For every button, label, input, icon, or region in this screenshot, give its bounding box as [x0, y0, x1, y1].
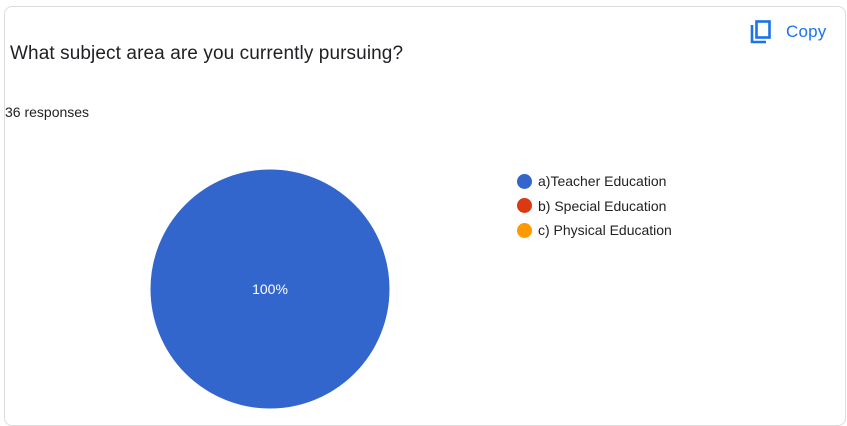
legend-swatch	[517, 198, 532, 214]
copy-button[interactable]: Copy	[744, 16, 835, 48]
pie-chart: 100%	[149, 168, 391, 410]
legend-swatch	[517, 173, 532, 189]
response-count: 36 responses	[5, 104, 90, 120]
copy-icon	[748, 19, 774, 45]
legend-label: c) Physical Education	[538, 222, 672, 239]
copy-label: Copy	[786, 22, 827, 41]
chart-legend: a)Teacher Education b) Special Education c…	[517, 169, 672, 243]
pie-slice[interactable]	[149, 168, 391, 410]
legend-item[interactable]: a)Teacher Education	[517, 169, 672, 194]
legend-item[interactable]: c) Physical Education	[517, 218, 672, 243]
legend-label: b) Special Education	[538, 197, 667, 214]
slice-data-label: 100%	[252, 281, 288, 297]
legend-label: a)Teacher Education	[538, 173, 667, 190]
chart-card	[4, 6, 846, 426]
legend-swatch	[517, 222, 532, 238]
legend-item[interactable]: b) Special Education	[517, 194, 672, 219]
question-title: What subject area are you currently purs…	[10, 43, 404, 64]
